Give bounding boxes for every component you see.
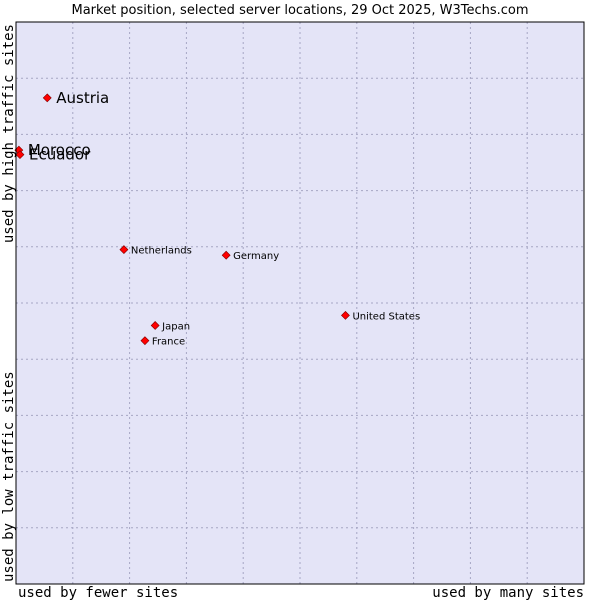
point-marker-netherlands — [119, 245, 129, 255]
data-point-germany: Germany — [221, 250, 279, 262]
point-label-ecuador: Ecuador — [29, 146, 91, 164]
x-axis-label-left: used by fewer sites — [18, 585, 178, 600]
point-label-netherlands: Netherlands — [131, 246, 192, 257]
point-label-morocco: Morocco — [28, 141, 91, 159]
point-marker-japan — [150, 321, 160, 330]
data-point-united-states: United States — [341, 310, 420, 322]
point-label-france: France — [152, 337, 185, 348]
point-label-united-states: United States — [352, 311, 420, 322]
y-axis-label-top: used by high traffic sites — [1, 24, 17, 243]
x-axis-label-right: used by many sites — [432, 585, 584, 600]
point-marker-ecuador — [15, 150, 25, 160]
plot-border — [15, 21, 585, 585]
point-label-germany: Germany — [233, 251, 279, 262]
data-point-netherlands: Netherlands — [119, 245, 192, 257]
point-marker-united-states — [341, 310, 350, 320]
point-marker-germany — [221, 250, 231, 260]
data-point-ecuador: Ecuador — [15, 146, 91, 164]
point-marker-france — [140, 336, 150, 346]
point-label-japan: Japan — [161, 321, 190, 332]
data-point-france: France — [140, 336, 185, 348]
y-axis-label-bottom: used by low traffic sites — [1, 371, 17, 582]
point-label-austria: Austria — [56, 89, 109, 107]
point-marker-austria — [42, 93, 52, 103]
grid-lines — [16, 22, 584, 584]
data-point-austria: Austria — [42, 89, 109, 107]
data-point-japan: Japan — [150, 321, 190, 332]
chart-title: Market position, selected server locatio… — [71, 3, 528, 18]
